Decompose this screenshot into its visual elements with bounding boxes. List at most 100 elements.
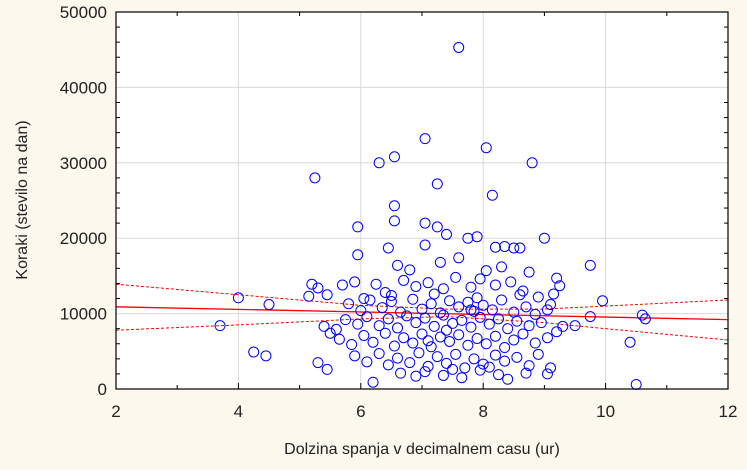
data-point — [352, 221, 364, 233]
data-point — [312, 282, 324, 294]
regression-lines — [115, 283, 729, 341]
data-point — [355, 305, 367, 317]
data-point — [480, 265, 492, 277]
data-point — [474, 364, 486, 376]
data-point — [480, 142, 492, 154]
data-point — [416, 328, 428, 340]
data-point — [260, 350, 272, 362]
data-point — [532, 291, 544, 303]
data-point — [486, 189, 498, 201]
data-point — [382, 242, 394, 254]
data-point — [312, 357, 324, 369]
data-point — [419, 133, 431, 145]
data-point — [382, 359, 394, 371]
data-point — [584, 259, 596, 271]
data-point — [373, 157, 385, 169]
data-point — [465, 321, 477, 333]
data-point — [382, 313, 394, 325]
data-point — [346, 339, 358, 351]
data-point — [440, 324, 452, 336]
data-point — [535, 317, 547, 329]
data-point — [520, 367, 532, 379]
data-point — [248, 346, 260, 358]
data-point — [511, 351, 523, 363]
data-point — [453, 329, 465, 341]
regression-line — [115, 306, 729, 321]
data-point — [437, 283, 449, 295]
data-point — [499, 240, 511, 252]
data-point — [413, 347, 425, 359]
y-tick-label: 50000 — [60, 3, 107, 22]
data-point — [395, 306, 407, 318]
data-point — [379, 327, 391, 339]
data-point — [407, 293, 419, 305]
data-point — [514, 289, 526, 301]
data-points — [214, 41, 651, 390]
data-point — [303, 290, 315, 302]
data-point — [340, 314, 351, 326]
data-point — [483, 318, 495, 330]
data-point — [434, 256, 446, 268]
data-point — [419, 217, 431, 229]
confidence-band-upper — [115, 283, 729, 310]
data-point — [395, 367, 407, 379]
data-point — [551, 272, 563, 284]
data-point — [499, 342, 511, 354]
data-point — [486, 304, 498, 316]
data-point — [352, 249, 364, 261]
data-point — [474, 273, 486, 285]
x-axis-label: Dolzina spanja v decimalnem casu (ur) — [284, 441, 560, 458]
data-point — [410, 280, 422, 292]
data-point — [214, 320, 226, 332]
x-tick-label: 10 — [596, 402, 615, 421]
plot-area — [116, 12, 728, 389]
data-point — [385, 296, 397, 308]
data-point — [584, 311, 596, 323]
data-point — [462, 339, 474, 351]
data-point — [330, 323, 342, 335]
data-point — [493, 369, 504, 381]
data-point — [489, 241, 501, 253]
data-point — [465, 281, 477, 293]
data-point — [440, 357, 452, 369]
data-point — [541, 332, 553, 344]
data-point — [636, 309, 648, 321]
data-point — [434, 307, 446, 319]
data-point — [306, 278, 318, 290]
data-point — [419, 312, 431, 324]
data-point — [349, 276, 361, 288]
data-point — [428, 288, 440, 300]
data-point — [493, 313, 504, 325]
data-point — [489, 349, 501, 361]
data-point — [333, 333, 345, 345]
data-point — [450, 348, 462, 360]
data-point — [352, 318, 364, 330]
data-point — [364, 294, 376, 306]
data-point — [514, 242, 526, 254]
data-point — [367, 376, 379, 388]
data-point — [508, 242, 520, 254]
data-point — [489, 279, 501, 291]
data-point — [538, 232, 550, 244]
data-point — [392, 322, 404, 334]
data-point — [496, 294, 508, 306]
x-tick-label: 12 — [719, 402, 738, 421]
data-point — [505, 276, 517, 288]
data-point — [471, 332, 483, 344]
data-point — [431, 351, 443, 363]
data-point — [480, 338, 492, 350]
data-point — [309, 172, 321, 184]
data-point — [232, 292, 244, 304]
y-tick-label: 10000 — [60, 305, 107, 324]
data-point — [520, 301, 532, 313]
data-point — [367, 336, 379, 348]
data-point — [529, 308, 541, 320]
data-point — [499, 355, 511, 367]
data-point — [456, 314, 468, 326]
axis-ticks: 2 4 6 8 10 12 0 10000 20000 30000 40000 50000 — [60, 3, 738, 421]
data-point — [376, 302, 388, 314]
data-point — [428, 320, 440, 332]
data-point — [321, 363, 333, 375]
data-point — [545, 299, 557, 311]
y-axis-label: Koraki (stevilo na dan) — [14, 120, 31, 279]
